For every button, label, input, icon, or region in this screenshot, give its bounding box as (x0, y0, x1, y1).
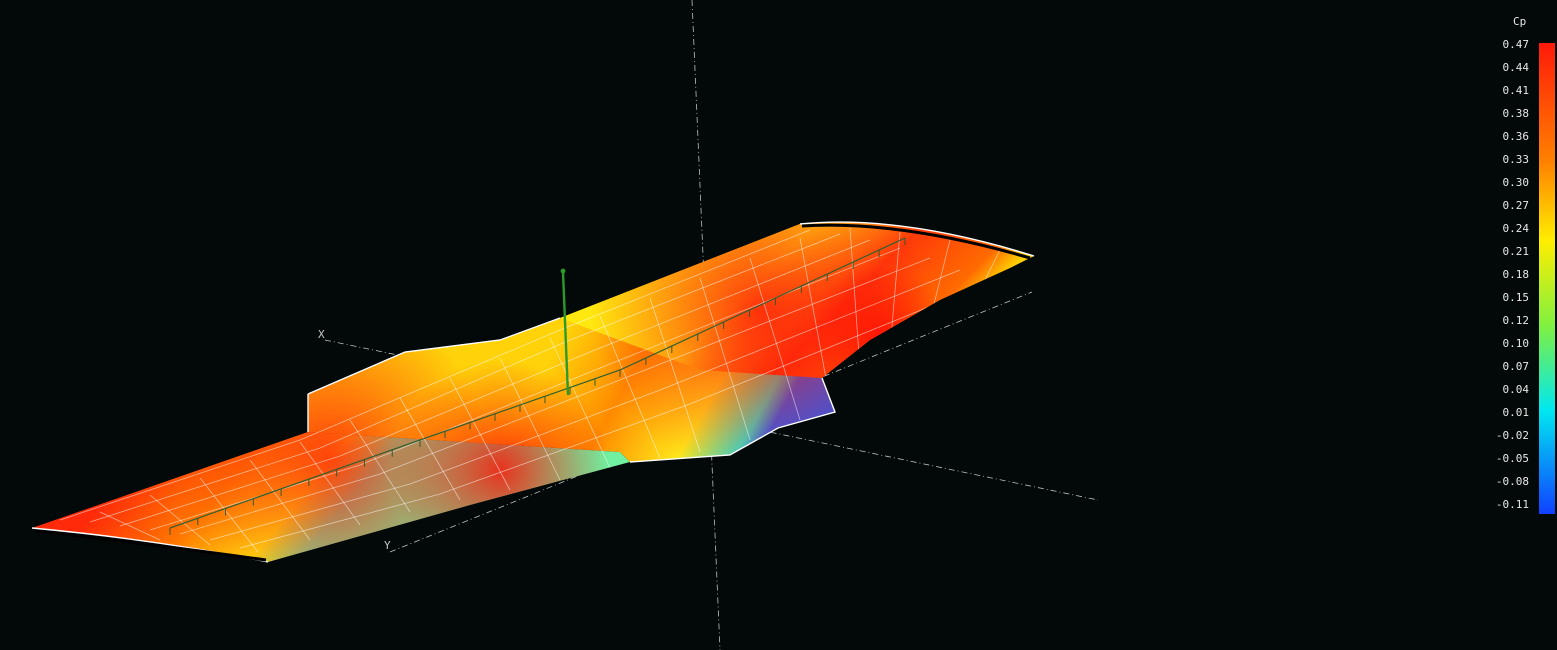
lift-vector (560, 268, 570, 396)
legend-tick-label: 0.10 (1502, 337, 1530, 350)
legend-tick-labels: 0.47 0.44 0.41 0.38 0.36 0.33 0.30 0.27 0.24 0.21… (1467, 0, 1529, 530)
left-tip-edge (35, 529, 267, 562)
legend-tick-label: 0.27 (1502, 199, 1530, 212)
legend-tick-label: 0.04 (1502, 383, 1530, 396)
legend-tick-label: 0.47 (1502, 38, 1530, 51)
legend-tick-label: 0.33 (1502, 153, 1530, 166)
legend-tick-label: 0.15 (1502, 291, 1530, 304)
legend-tick-label: -0.02 (1495, 429, 1529, 442)
legend-tick-label: 0.18 (1502, 268, 1530, 281)
legend-tick-label: 0.44 (1502, 61, 1530, 74)
legend-tick-label: 0.12 (1502, 314, 1530, 327)
legend-tick-label: -0.11 (1495, 498, 1529, 511)
y-axis-line (389, 291, 1033, 553)
x-axis-label: X (318, 328, 325, 341)
legend-tick-label: 0.38 (1502, 107, 1530, 120)
legend-tick-label: 0.21 (1502, 245, 1530, 258)
legend-tick-label: 0.24 (1502, 222, 1530, 235)
legend-tick-label: 0.01 (1502, 406, 1530, 419)
legend-tick-label: 0.30 (1502, 176, 1530, 189)
right-tip-edge (801, 223, 1031, 260)
legend-tick-label: -0.08 (1495, 475, 1529, 488)
legend-title: Cp (1513, 15, 1527, 28)
spar-ticks (169, 238, 906, 535)
legend-tick-label: 0.36 (1502, 130, 1530, 143)
legend-tick-label: 0.07 (1502, 360, 1530, 373)
legend-tick-label: -0.05 (1495, 452, 1529, 465)
y-axis-label: Y (384, 539, 391, 552)
legend-tick-label: 0.41 (1502, 84, 1530, 97)
cp-legend: Cp 0.47 0.44 0.41 0.38 0.36 0.33 0.30 0.27 0.24 0… (1467, 0, 1557, 530)
legend-color-bar (1539, 43, 1555, 514)
